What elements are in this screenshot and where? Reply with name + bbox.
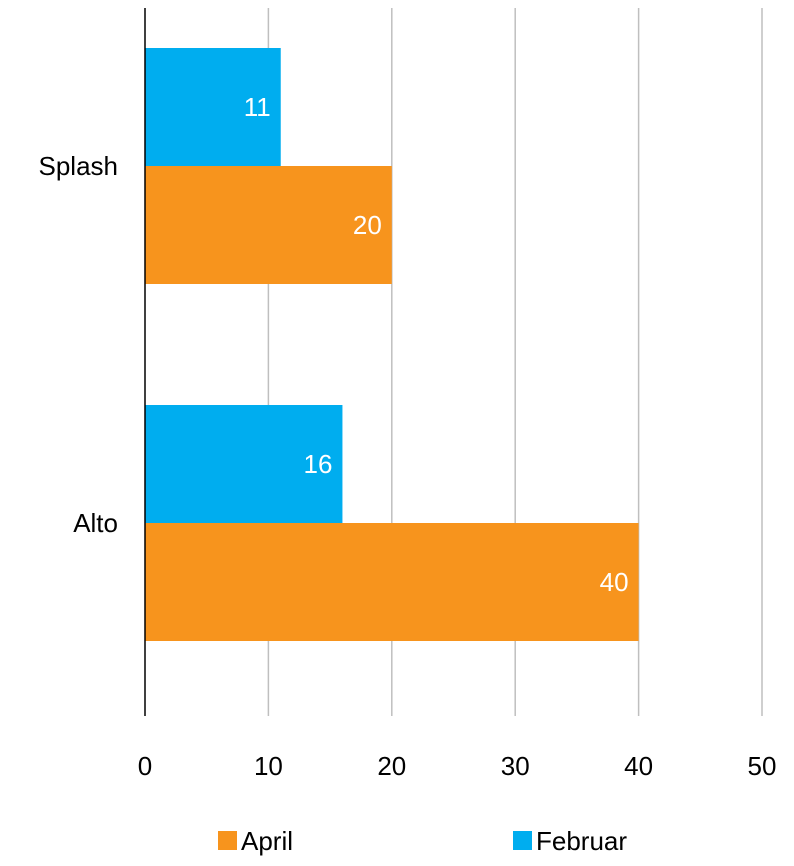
x-tick-label-0: 0 [138,751,152,781]
axes: 0 10 20 30 40 50 Splash Alto [39,8,777,781]
bars [145,48,639,641]
legend: April Februar [218,826,627,856]
category-label-splash: Splash [39,151,119,181]
bar-splash-april [145,166,392,284]
bar-alto-februar [145,405,343,523]
x-tick-label-20: 20 [377,751,406,781]
x-tick-label-40: 40 [624,751,653,781]
x-tick-label-30: 30 [501,751,530,781]
legend-swatch-februar [513,831,532,850]
category-label-alto: Alto [73,508,118,538]
x-tick-label-50: 50 [748,751,777,781]
legend-swatch-april [218,831,237,850]
data-label-splash-april: 20 [353,210,382,240]
data-label-splash-februar: 11 [244,92,271,122]
bar-splash-februar [145,48,281,166]
data-label-alto-februar: 16 [304,449,333,479]
bar-alto-april [145,523,639,641]
legend-label-februar: Februar [536,826,627,856]
legend-label-april: April [241,826,293,856]
x-tick-label-10: 10 [254,751,283,781]
data-label-alto-april: 40 [600,567,629,597]
data-labels: 11 20 16 40 [244,92,629,597]
